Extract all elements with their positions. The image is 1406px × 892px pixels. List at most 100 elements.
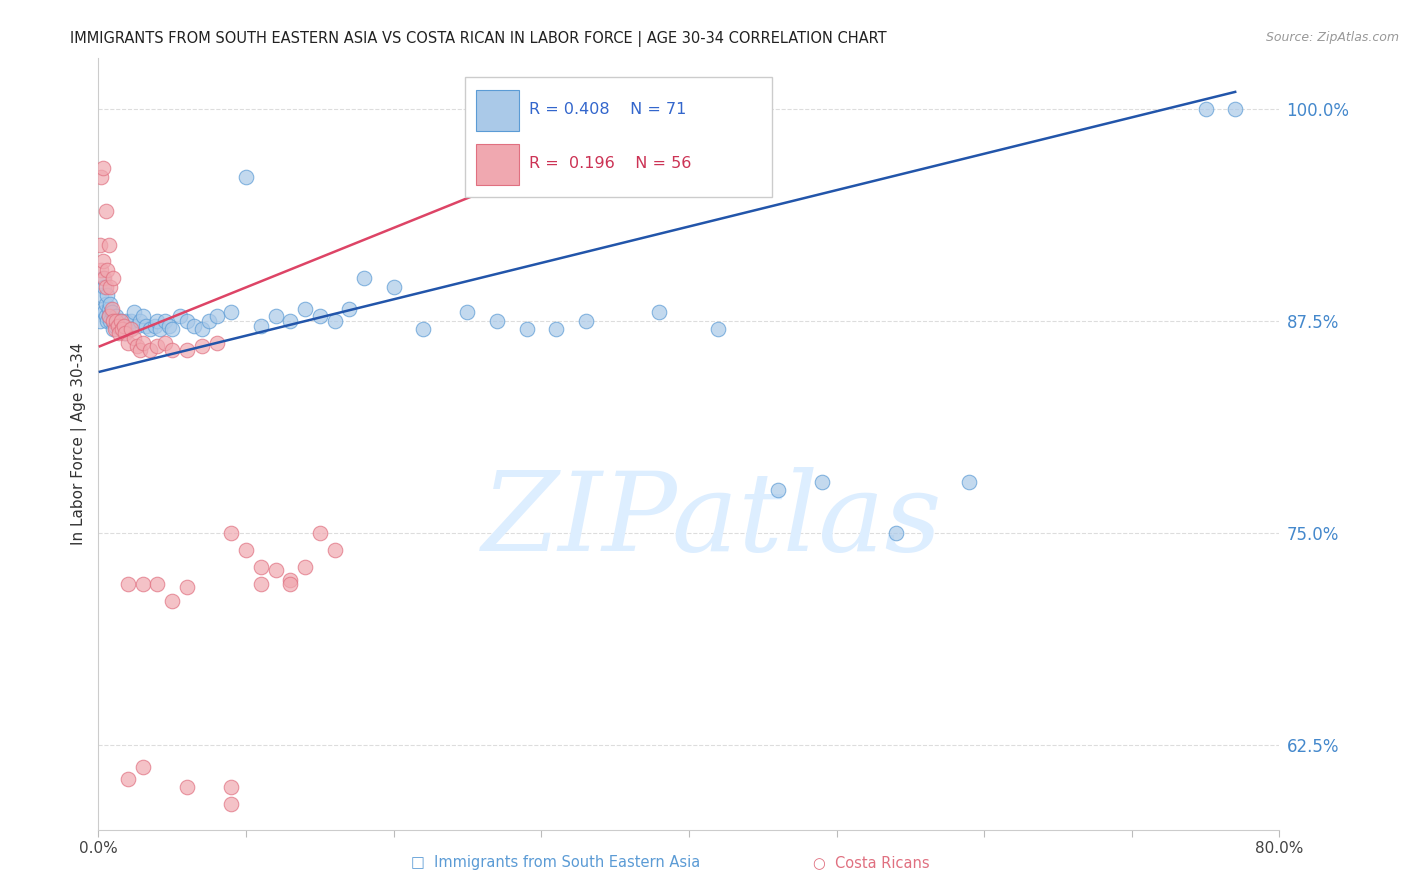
Point [250, 559, 273, 574]
Point [309, 309, 332, 323]
Point [97, 309, 120, 323]
Point [162, 343, 183, 357]
Point [96, 263, 118, 277]
Point [280, 576, 302, 591]
Point [89, 237, 111, 252]
Point [100, 305, 122, 319]
Point [114, 326, 136, 340]
Point [89, 314, 111, 328]
Point [1225, 102, 1247, 116]
Point [135, 318, 157, 333]
Point [146, 314, 169, 328]
Point [125, 339, 148, 353]
Point [205, 309, 228, 323]
Point [157, 318, 180, 333]
Point [111, 322, 134, 336]
Point [125, 318, 148, 333]
Point [93, 305, 115, 319]
Point [112, 318, 135, 333]
Point [94, 280, 117, 294]
Point [1195, 102, 1218, 116]
Point [221, 780, 243, 794]
Point [412, 322, 434, 336]
Point [98, 280, 121, 294]
Point [264, 309, 287, 323]
Point [162, 322, 183, 336]
Point [111, 322, 134, 336]
Point [280, 574, 302, 588]
Point [97, 237, 120, 252]
Point [146, 339, 169, 353]
Point [103, 314, 125, 328]
Point [122, 331, 145, 345]
Point [105, 309, 128, 323]
Point [132, 576, 155, 591]
Point [707, 322, 730, 336]
FancyBboxPatch shape [477, 145, 519, 185]
Point [108, 318, 131, 333]
Point [250, 576, 273, 591]
Text: R =  0.196    N = 56: R = 0.196 N = 56 [530, 156, 692, 171]
Point [516, 322, 538, 336]
Point [91, 254, 114, 268]
Point [176, 580, 198, 594]
Point [91, 161, 114, 176]
Point [176, 314, 198, 328]
Point [191, 322, 214, 336]
Point [104, 322, 127, 336]
Point [250, 318, 273, 333]
Point [146, 576, 169, 591]
Text: R = 0.408    N = 71: R = 0.408 N = 71 [530, 103, 688, 117]
Point [294, 559, 316, 574]
Point [120, 322, 142, 336]
Point [132, 335, 155, 350]
Point [221, 305, 243, 319]
Point [94, 297, 117, 311]
Point [103, 322, 125, 336]
Point [112, 318, 135, 333]
Point [353, 271, 375, 285]
FancyBboxPatch shape [477, 90, 519, 130]
Point [117, 576, 139, 591]
Text: ZIPatlas: ZIPatlas [482, 467, 943, 574]
Point [648, 305, 671, 319]
Point [575, 314, 598, 328]
Point [132, 760, 155, 774]
Point [339, 301, 361, 316]
Point [766, 483, 789, 498]
FancyBboxPatch shape [464, 78, 772, 197]
Point [143, 318, 166, 333]
Y-axis label: In Labor Force | Age 30-34: In Labor Force | Age 30-34 [72, 343, 87, 545]
Text: ○  Costa Ricans: ○ Costa Ricans [814, 855, 929, 870]
Point [103, 271, 125, 285]
Point [90, 288, 112, 302]
Point [323, 314, 346, 328]
Point [100, 301, 122, 316]
Text: IMMIGRANTS FROM SOUTH EASTERN ASIA VS COSTA RICAN IN LABOR FORCE | AGE 30-34 COR: IMMIGRANTS FROM SOUTH EASTERN ASIA VS CO… [70, 31, 887, 47]
Point [149, 322, 172, 336]
Text: □  Immigrants from South Eastern Asia: □ Immigrants from South Eastern Asia [411, 855, 700, 870]
Point [108, 326, 131, 340]
Point [294, 301, 316, 316]
Point [117, 322, 139, 336]
Point [884, 525, 907, 540]
Point [309, 525, 332, 540]
Point [91, 301, 114, 316]
Point [128, 314, 150, 328]
Point [117, 772, 139, 786]
Point [117, 335, 139, 350]
Point [97, 309, 120, 323]
Point [139, 322, 162, 336]
Point [104, 318, 127, 333]
Point [280, 314, 302, 328]
Point [97, 301, 120, 316]
Point [114, 326, 136, 340]
Point [153, 314, 176, 328]
Point [959, 475, 981, 489]
Point [198, 314, 221, 328]
Point [191, 339, 214, 353]
Point [96, 288, 118, 302]
Point [105, 314, 128, 328]
Point [153, 335, 176, 350]
Point [93, 271, 115, 285]
